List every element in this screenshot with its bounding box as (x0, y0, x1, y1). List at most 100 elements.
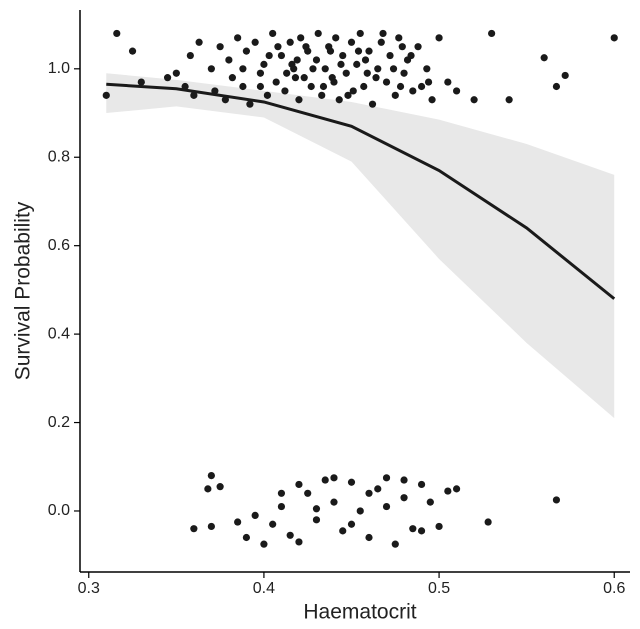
data-point (207, 472, 215, 480)
data-point (423, 65, 431, 73)
data-point (332, 34, 340, 42)
data-point (374, 65, 382, 73)
data-point (128, 47, 137, 55)
data-point (505, 96, 513, 104)
data-point (207, 522, 215, 531)
data-point (251, 511, 259, 520)
data-point (302, 43, 310, 51)
data-point (400, 69, 408, 77)
data-point (211, 87, 219, 95)
data-point (407, 51, 415, 60)
data-point (365, 489, 373, 497)
data-point (417, 480, 426, 489)
data-point (426, 498, 434, 506)
data-point (330, 474, 338, 482)
data-point (204, 485, 212, 493)
x-tick-label: 0.6 (603, 580, 625, 597)
data-point (256, 82, 265, 91)
data-point (347, 38, 356, 46)
data-point (251, 38, 259, 46)
data-point (389, 65, 398, 73)
data-point (417, 527, 426, 535)
data-point (488, 29, 496, 38)
data-point (190, 91, 198, 99)
data-point (300, 74, 308, 82)
data-point (263, 91, 272, 99)
data-point (360, 82, 368, 91)
fit-line (106, 82, 616, 300)
data-point (339, 527, 347, 535)
y-tick-label: 0.8 (48, 148, 70, 165)
data-point (391, 540, 399, 548)
data-point (552, 82, 561, 91)
data-point (470, 96, 478, 104)
data-point (283, 69, 291, 77)
data-point (414, 43, 422, 51)
data-point (281, 87, 289, 95)
data-point (265, 51, 273, 60)
data-point (552, 496, 561, 504)
data-point (102, 91, 110, 99)
data-point (328, 74, 336, 82)
data-point (269, 520, 277, 528)
data-point (330, 498, 338, 506)
data-point (286, 531, 294, 539)
data-point (172, 69, 180, 77)
data-point (246, 100, 254, 108)
data-point (242, 533, 251, 542)
data-point (326, 47, 335, 55)
data-point (274, 43, 282, 51)
data-point (304, 489, 312, 497)
data-point (312, 505, 321, 513)
data-point (368, 100, 377, 108)
data-point (361, 56, 370, 64)
data-point (452, 87, 461, 95)
data-point (379, 29, 387, 38)
data-point (409, 87, 417, 95)
data-point (242, 47, 251, 55)
data-point (354, 47, 363, 55)
data-point (386, 51, 394, 60)
data-point (342, 69, 350, 77)
y-axis-title: Survival Probability (12, 201, 35, 380)
data-point (291, 74, 300, 82)
data-point (452, 485, 461, 493)
data-point (337, 60, 345, 68)
data-point (228, 74, 236, 82)
data-point (374, 485, 382, 493)
data-point (344, 91, 352, 99)
x-tick-label: 0.4 (253, 580, 275, 597)
data-point (272, 78, 280, 86)
data-point (435, 522, 443, 531)
data-point (277, 489, 286, 497)
x-tick-label: 0.5 (428, 580, 450, 597)
data-point (239, 82, 247, 91)
data-point (260, 540, 268, 548)
data-point (295, 96, 303, 104)
x-axis-title: Haematocrit (303, 601, 416, 624)
data-point (382, 502, 391, 511)
data-point (365, 533, 373, 542)
x-tick-label: 0.3 (78, 580, 100, 597)
data-point (288, 60, 296, 68)
data-point (216, 483, 224, 491)
data-point (356, 29, 364, 38)
data-point (561, 71, 569, 80)
data-point (400, 494, 408, 502)
data-point (137, 78, 145, 86)
data-point (444, 487, 452, 495)
data-point (234, 518, 242, 526)
data-point (312, 516, 321, 524)
data-point (353, 60, 361, 68)
data-point (277, 51, 286, 60)
data-point (409, 525, 417, 533)
data-point (207, 65, 215, 73)
data-point (395, 34, 403, 42)
data-point (349, 87, 357, 95)
data-point (277, 502, 286, 511)
data-point (239, 65, 247, 73)
data-point (295, 538, 303, 546)
data-point (286, 38, 294, 46)
data-point (319, 82, 328, 91)
